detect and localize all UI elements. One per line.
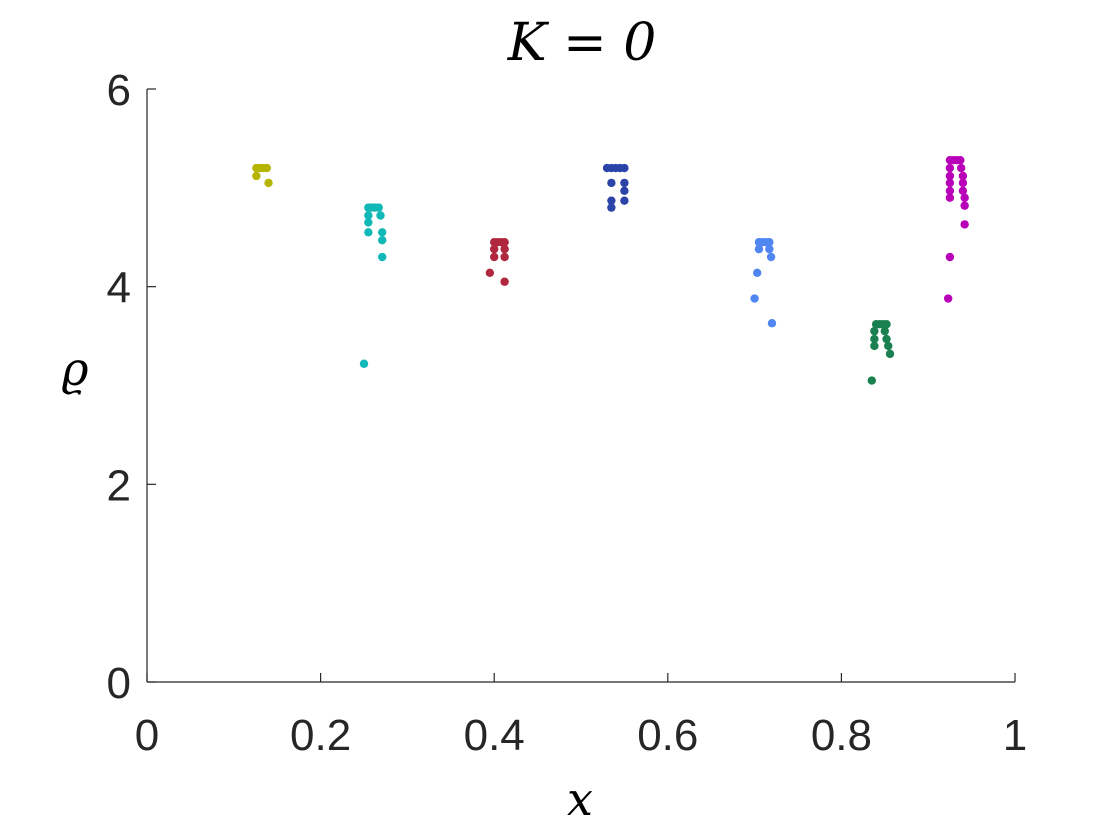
x-tick-label: 0 xyxy=(135,711,159,760)
data-point xyxy=(958,186,968,195)
series-2 xyxy=(359,203,387,368)
data-point xyxy=(885,349,895,359)
data-points xyxy=(252,155,969,385)
data-point xyxy=(753,268,762,278)
x-tick-label: 0.4 xyxy=(464,711,525,760)
data-point xyxy=(500,252,509,262)
data-point xyxy=(500,237,509,247)
series-7 xyxy=(943,155,969,303)
data-point xyxy=(960,193,969,202)
y-tick-label: 4 xyxy=(107,264,131,313)
data-point xyxy=(945,178,955,188)
y-tick-label: 0 xyxy=(107,659,131,708)
x-axis-label: x xyxy=(567,772,593,826)
x-tick-label: 1 xyxy=(1003,711,1027,760)
chart-title: K = 0 xyxy=(507,13,657,73)
data-point xyxy=(490,244,499,254)
data-point xyxy=(880,326,889,336)
data-point xyxy=(867,376,876,385)
series-5 xyxy=(750,237,777,328)
data-point xyxy=(620,178,629,188)
data-point xyxy=(264,178,273,188)
data-point xyxy=(882,320,891,329)
x-tick-label: 0.2 xyxy=(290,711,351,760)
data-point xyxy=(485,268,495,278)
data-point xyxy=(620,196,629,205)
series-3 xyxy=(485,237,509,286)
data-point xyxy=(960,201,969,210)
series-1 xyxy=(252,163,273,188)
data-point xyxy=(958,178,968,188)
series-6 xyxy=(867,320,895,385)
data-point xyxy=(374,203,383,212)
data-point xyxy=(945,171,955,181)
data-point xyxy=(882,334,891,344)
data-point xyxy=(956,155,965,165)
data-point xyxy=(359,359,369,368)
data-point xyxy=(870,326,879,336)
y-axis-label: ϱ xyxy=(61,342,88,396)
data-point xyxy=(766,252,776,262)
data-point xyxy=(945,186,955,195)
data-point xyxy=(252,171,261,181)
y-tick-label: 6 xyxy=(107,66,131,115)
data-point xyxy=(378,228,387,237)
data-point xyxy=(262,163,271,173)
data-point xyxy=(958,171,968,181)
data-point xyxy=(364,228,373,237)
data-point xyxy=(500,277,509,286)
data-point xyxy=(364,211,373,220)
data-point xyxy=(765,237,774,247)
data-point xyxy=(376,211,385,220)
data-point xyxy=(945,163,955,173)
data-point xyxy=(620,163,629,173)
x-tick-label: 0.8 xyxy=(811,711,872,760)
data-point xyxy=(767,319,777,328)
data-point xyxy=(378,252,387,262)
data-point xyxy=(884,341,893,351)
data-point xyxy=(870,341,879,351)
data-point xyxy=(364,218,373,227)
data-point xyxy=(378,236,387,245)
data-point xyxy=(607,178,616,188)
x-tick-label: 0.6 xyxy=(637,711,698,760)
data-point xyxy=(960,220,969,229)
data-point xyxy=(490,252,499,262)
data-point xyxy=(765,244,774,254)
y-tick-label: 2 xyxy=(107,461,131,510)
data-point xyxy=(945,193,955,202)
data-point xyxy=(607,196,616,205)
data-point xyxy=(750,294,759,303)
data-point xyxy=(607,203,616,212)
data-point xyxy=(870,334,879,344)
data-point xyxy=(620,186,629,195)
data-point xyxy=(500,244,509,254)
data-point xyxy=(945,252,955,262)
data-point xyxy=(754,244,764,254)
axes: 0 0.2 0.4 0.6 0.8 1 0 2 4 6 xyxy=(107,66,1028,760)
data-point xyxy=(943,294,953,303)
data-point xyxy=(956,163,966,173)
series-4 xyxy=(602,163,629,212)
